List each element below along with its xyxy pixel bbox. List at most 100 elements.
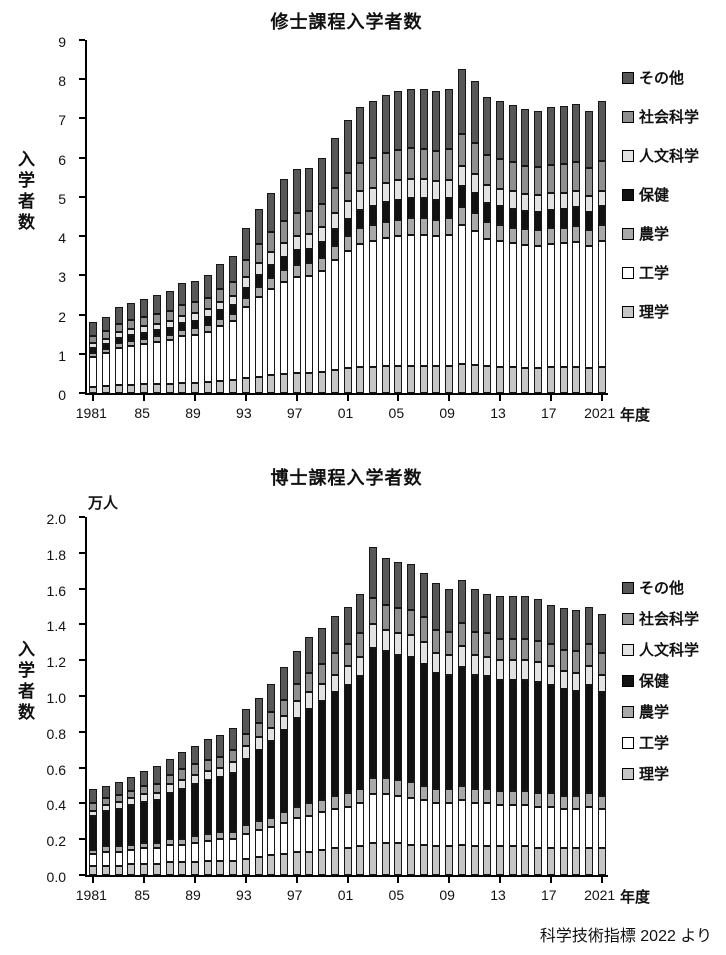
bar-segment [534,681,543,793]
bar-segment [191,842,199,863]
bar-segment [330,229,339,246]
bar-segment [267,289,276,375]
legend-swatch [622,736,634,749]
bar-segment [483,96,492,156]
bar-1996 [279,667,288,875]
bar-2010 [457,579,466,875]
bar-segment [470,364,479,393]
bar-segment [457,799,466,845]
bar-segment [305,692,314,709]
bar-segment [521,679,530,791]
bar-2002 [356,594,365,875]
bar-segment [102,338,111,344]
bar-segment [597,206,606,226]
bar-segment [292,717,301,807]
x-tick-mark [143,877,146,883]
bar-segment [89,352,98,357]
bar-1989 [191,281,199,393]
bar-segment [318,799,327,813]
bar-segment [140,794,149,802]
bar-segment [368,158,377,188]
y-tick-mark [79,117,85,120]
bar-segment [127,790,136,799]
bar-segment [191,764,199,775]
bar-segment [381,778,390,795]
bar-segment [216,832,225,840]
bar-segment [457,133,466,167]
bar-segment [356,367,365,393]
bar-2007 [419,572,428,875]
bar-segment [102,851,111,867]
bar-segment [203,860,212,875]
legend-swatch [622,266,634,279]
y-tick-mark [79,730,85,733]
bar-segment [445,588,454,632]
bar-segment [470,654,479,675]
bar-segment [229,313,238,322]
bar-segment [229,304,238,314]
bar-segment [407,798,416,845]
bar-segment [343,685,352,793]
bar-segment [203,833,212,841]
bar-segment [241,298,250,308]
bar-segment [572,796,581,809]
bar-segment [381,94,390,154]
bar-segment [318,203,327,228]
bar-segment [343,848,352,875]
bar-segment [140,338,149,344]
bar-2008 [432,583,441,875]
bar-segment [508,790,517,806]
bar-segment [432,629,441,654]
bar-segment [559,227,568,244]
bar-1981 [89,322,98,393]
bar-segment [483,594,492,634]
bar-segment [305,275,314,373]
bar-segment [534,211,543,231]
bar-segment [356,594,365,634]
bar-1990 [203,739,212,875]
x-tick-mark [600,877,603,883]
bar-segment [534,245,543,368]
legend-item: 理学 [622,758,699,789]
bar-segment [216,767,225,777]
bar-2018 [559,105,568,393]
bar-segment [292,851,301,875]
bar-segment [356,106,365,163]
bar-segment [152,323,161,330]
bar-segment [165,321,174,328]
bar-segment [368,597,377,625]
bar-1985 [140,771,149,875]
bar-segment [305,248,314,264]
bar-segment [470,142,479,175]
bar-segment [343,368,352,393]
bar-segment [394,200,403,220]
bar-segment [546,792,555,807]
bar-segment [521,194,530,212]
y-tick-mark [79,392,85,394]
bar-segment [140,801,149,843]
x-tick-mark [549,395,552,401]
bar-segment [356,209,365,229]
legend-swatch [622,71,634,84]
y-axis-unit: 万人 [88,495,119,512]
bar-segment [572,366,581,393]
bar-segment [114,323,123,333]
bar-segment [419,89,428,149]
bar-segment [407,234,416,366]
bar-segment [559,688,568,797]
bar-segment [381,221,390,239]
bar-segment [419,785,428,800]
bar-segment [445,365,454,393]
bar-segment [546,848,555,875]
bar-segment [318,683,327,702]
legend-item: 農学 [622,214,699,253]
bar-segment [292,235,301,251]
bar-segment [343,200,352,219]
bar-segment [102,798,111,806]
bar-segment [521,595,530,639]
bar-segment [559,670,568,689]
bar-segment [572,162,581,192]
bar-segment [216,735,225,757]
bar-segment [305,803,314,816]
bar-segment [292,373,301,393]
